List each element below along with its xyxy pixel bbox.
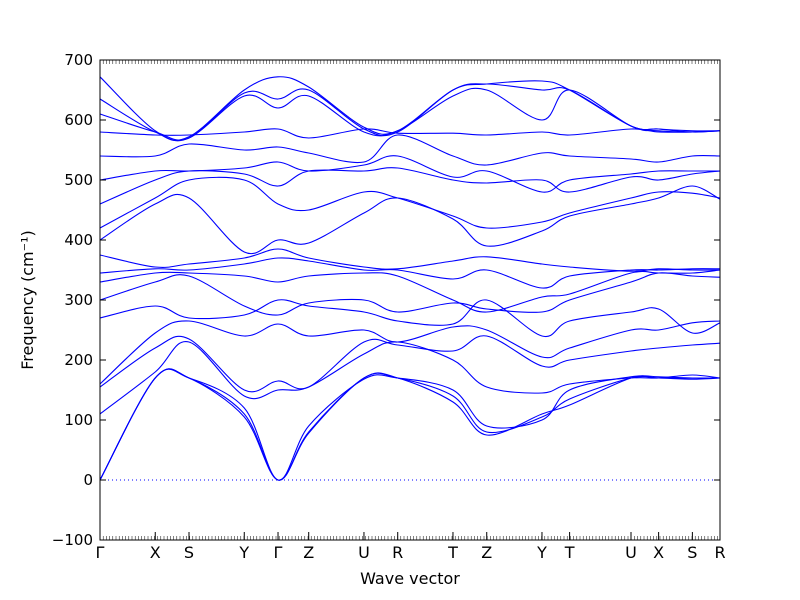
band-line-2 xyxy=(99,368,721,481)
band-line-13 xyxy=(99,176,721,229)
band-line-3 xyxy=(99,368,721,481)
kpoint-label: T xyxy=(447,543,458,562)
kpoint-label: Y xyxy=(536,543,547,562)
band-line-7 xyxy=(99,299,721,338)
series-layer xyxy=(99,76,721,481)
band-line-14 xyxy=(99,167,721,205)
kpoint-label: R xyxy=(714,543,725,562)
kpoint-label: T xyxy=(564,543,575,562)
band-line-19 xyxy=(99,83,721,142)
band-line-15 xyxy=(99,155,720,193)
x-axis-label: Wave vector xyxy=(360,569,460,588)
band-line-18 xyxy=(99,87,721,141)
band-line-4 xyxy=(99,341,721,415)
kpoint-label: S xyxy=(687,543,697,562)
band-line-1 xyxy=(99,368,720,481)
y-tick-label: 500 xyxy=(64,171,93,189)
kpoint-label: U xyxy=(625,543,637,562)
y-tick-label: 600 xyxy=(64,111,93,129)
kpoint-label: R xyxy=(392,543,403,562)
band-line-9 xyxy=(99,269,721,313)
band-line-5 xyxy=(99,335,721,393)
kpoint-label: Z xyxy=(481,543,492,562)
ticks-layer xyxy=(99,59,721,541)
band-line-11 xyxy=(99,248,721,272)
plot-frame xyxy=(99,59,721,541)
kpoint-label: Z xyxy=(303,543,314,562)
kpoint-label: Y xyxy=(238,543,249,562)
kpoint-label: X xyxy=(653,543,664,562)
y-tick-label: 400 xyxy=(64,231,93,249)
kpoint-label: Γ xyxy=(274,543,283,562)
kpoint-label: S xyxy=(184,543,194,562)
y-tick-label: 100 xyxy=(64,411,93,429)
y-tick-label: 300 xyxy=(64,291,93,309)
kpoint-label: Γ xyxy=(96,543,105,562)
y-tick-label: −100 xyxy=(52,531,93,549)
band-line-20 xyxy=(99,76,721,142)
kpoint-label: U xyxy=(358,543,370,562)
band-line-16 xyxy=(99,134,721,166)
y-tick-label: 0 xyxy=(83,471,93,489)
band-line-6 xyxy=(99,320,721,385)
y-axis-label: Frequency (cm⁻¹) xyxy=(18,230,37,369)
y-tick-label: 200 xyxy=(64,351,93,369)
band-line-12 xyxy=(99,185,721,255)
y-tick-label: 700 xyxy=(64,51,93,69)
kpoint-label: X xyxy=(150,543,161,562)
band-line-8 xyxy=(99,272,721,316)
y-tick-labels: −100 0 100 200 300 400 500 600 700 xyxy=(52,51,93,549)
